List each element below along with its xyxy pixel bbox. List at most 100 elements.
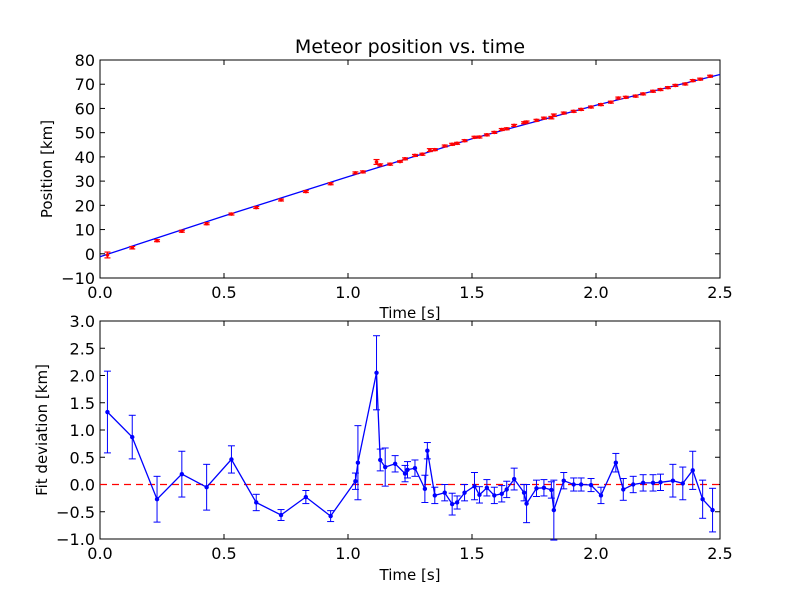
deviation-point bbox=[442, 490, 447, 495]
position-point bbox=[571, 109, 576, 114]
deviation-point bbox=[378, 457, 383, 463]
position-point bbox=[561, 111, 566, 115]
position-y-tick-label: 50 bbox=[75, 124, 95, 143]
position-point bbox=[428, 148, 432, 152]
deviation-point bbox=[422, 486, 428, 492]
deviation-point bbox=[154, 497, 160, 502]
deviation-x-tick-label: 0.0 bbox=[87, 544, 112, 563]
position-point bbox=[455, 141, 459, 146]
position-point bbox=[485, 133, 489, 137]
deviation-point bbox=[511, 476, 517, 482]
deviation-point bbox=[598, 493, 604, 498]
deviation-point bbox=[551, 507, 557, 513]
position-point bbox=[403, 157, 407, 161]
position-point bbox=[130, 245, 135, 250]
position-y-tick-label: 10 bbox=[75, 221, 95, 240]
deviation-point bbox=[541, 485, 547, 490]
deviation-point bbox=[484, 485, 490, 490]
deviation-point bbox=[254, 500, 259, 505]
deviation-point bbox=[374, 370, 379, 375]
position-y-tick-label: 60 bbox=[75, 99, 95, 118]
position-point bbox=[420, 152, 425, 157]
deviation-y-tick-label: 0.0 bbox=[70, 476, 95, 495]
deviation-point bbox=[710, 507, 715, 513]
deviation-point bbox=[303, 494, 309, 500]
deviation-point bbox=[383, 464, 388, 470]
deviation-point bbox=[328, 513, 333, 519]
deviation-x-tick-label: 2.0 bbox=[583, 544, 608, 563]
position-point bbox=[492, 130, 497, 135]
position-point bbox=[641, 92, 645, 96]
position-point bbox=[683, 82, 688, 86]
position-point bbox=[673, 83, 678, 88]
deviation-point bbox=[353, 479, 358, 484]
deviation-point bbox=[658, 480, 663, 485]
position-x-tick-label: 2.5 bbox=[707, 283, 732, 302]
position-point bbox=[398, 159, 402, 164]
position-point bbox=[304, 189, 308, 194]
deviation-x-axis-label: Time [s] bbox=[379, 566, 441, 584]
position-points bbox=[104, 74, 714, 259]
deviation-y-tick-label: 0.5 bbox=[70, 448, 95, 467]
position-point bbox=[708, 74, 712, 79]
deviation-plot: 0.0 0.5 1.0 1.5 2.0 2.5 −1.0 −0.5 0.0 0.5 1.0 1.5 2.… bbox=[33, 312, 733, 584]
position-point bbox=[254, 205, 259, 210]
position-y-axis-label: Position [km] bbox=[38, 120, 56, 218]
deviation-point bbox=[425, 448, 430, 453]
deviation-point bbox=[640, 480, 646, 486]
deviation-point bbox=[355, 460, 361, 465]
position-point bbox=[180, 229, 184, 234]
deviation-point bbox=[571, 482, 576, 487]
position-point bbox=[477, 135, 482, 139]
deviation-point bbox=[549, 487, 554, 493]
position-y-tick-label: 0 bbox=[85, 245, 95, 264]
position-point bbox=[623, 95, 628, 100]
deviation-point bbox=[204, 485, 209, 490]
position-point bbox=[552, 113, 556, 118]
deviation-point bbox=[432, 493, 437, 498]
deviation-point bbox=[680, 481, 685, 486]
position-y-tick-label: 20 bbox=[75, 196, 95, 215]
position-point bbox=[353, 171, 358, 175]
position-point bbox=[499, 127, 504, 132]
position-x-tick-label: 1.5 bbox=[459, 283, 484, 302]
position-point bbox=[512, 123, 516, 128]
fit-line bbox=[99, 73, 721, 258]
deviation-y-axis-label: Fit deviation [km] bbox=[33, 364, 51, 496]
deviation-point bbox=[621, 487, 626, 492]
position-x-tick-label: 2.0 bbox=[583, 283, 608, 302]
deviation-point bbox=[454, 500, 460, 505]
deviation-y-tick-label: 1.0 bbox=[70, 421, 95, 440]
position-x-tick-label: 0.0 bbox=[87, 283, 112, 302]
deviation-point bbox=[105, 409, 110, 415]
deviation-point bbox=[492, 493, 497, 498]
deviation-point bbox=[229, 457, 234, 462]
deviation-point bbox=[179, 471, 185, 477]
position-fit bbox=[99, 73, 721, 258]
chart-title: Meteor position vs. time bbox=[295, 36, 525, 58]
position-y-tick-label: 70 bbox=[75, 75, 95, 94]
position-point bbox=[450, 142, 454, 147]
deviation-x-tick-label: 0.5 bbox=[211, 544, 236, 563]
deviation-point bbox=[631, 482, 636, 487]
deviation-point bbox=[578, 482, 584, 487]
position-point bbox=[433, 147, 437, 152]
deviation-point bbox=[392, 461, 398, 466]
position-point bbox=[378, 163, 383, 167]
deviation-point bbox=[700, 497, 705, 502]
deviation-point bbox=[521, 490, 527, 495]
deviation-point bbox=[499, 491, 504, 496]
deviation-point bbox=[690, 468, 695, 473]
position-point bbox=[609, 100, 613, 104]
position-point bbox=[361, 170, 365, 174]
deviation-point bbox=[561, 478, 566, 483]
deviation-point bbox=[462, 490, 467, 495]
position-y-tick-label: 40 bbox=[75, 148, 95, 167]
deviation-y-tick-label: 1.5 bbox=[70, 394, 95, 413]
position-plot: Meteor position vs. time 0.0 0.5 1.0 1.5 2.0… bbox=[38, 36, 733, 322]
deviation-y-tick-label: −0.5 bbox=[56, 503, 95, 522]
position-point bbox=[155, 238, 159, 243]
position-point bbox=[374, 160, 379, 164]
position-point bbox=[579, 107, 583, 112]
